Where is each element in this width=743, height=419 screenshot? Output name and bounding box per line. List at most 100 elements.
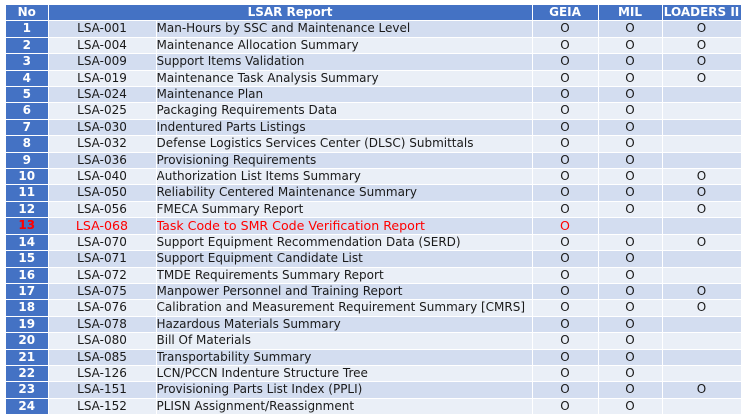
- table-body: 1 LSA-001 Man-Hours by SSC and Maintenance…: [6, 20, 742, 416]
- row-number: 4: [6, 70, 49, 88]
- row-number: 17: [6, 283, 49, 301]
- loaders-ii-mark: [662, 102, 742, 120]
- report-title: TMDE Requirements Summary Report: [156, 267, 533, 284]
- mil-mark: [598, 217, 663, 235]
- mil-mark: O: [598, 151, 663, 170]
- table-row: 10 LSA-040 Authorization List Items Summar…: [6, 168, 742, 186]
- report-title: Calibration and Measurement Requirement …: [156, 299, 533, 317]
- table-row: 20 LSA-080 Bill Of Materials O O: [6, 332, 742, 350]
- loaders-ii-mark: O: [662, 283, 742, 301]
- loaders-ii-mark: O: [662, 234, 742, 252]
- loaders-ii-mark: O: [662, 299, 742, 317]
- mil-mark: O: [598, 37, 663, 55]
- row-number: 3: [6, 53, 49, 71]
- loaders-ii-mark: [662, 316, 742, 334]
- mil-mark: O: [598, 102, 663, 120]
- header-geia: GEIA: [532, 5, 599, 22]
- report-code: LSA-019: [48, 70, 157, 88]
- loaders-ii-mark: O: [662, 381, 742, 399]
- report-code: LSA-070: [48, 234, 157, 252]
- row-number: 9: [6, 151, 49, 170]
- mil-mark: O: [598, 365, 663, 383]
- loaders-ii-mark: O: [662, 37, 742, 55]
- header-lsar-report: LSAR Report: [48, 5, 533, 22]
- report-code: LSA-072: [48, 267, 157, 284]
- report-code: LSA-004: [48, 37, 157, 55]
- mil-mark: O: [598, 119, 663, 137]
- report-code: LSA-080: [48, 332, 157, 350]
- loaders-ii-mark: [662, 267, 742, 284]
- mil-mark: O: [598, 316, 663, 334]
- table-row: 15 LSA-071 Support Equipment Candidate Lis…: [6, 250, 742, 268]
- geia-mark: O: [532, 151, 599, 170]
- report-code: LSA-036: [48, 151, 157, 170]
- row-number: 23: [6, 381, 49, 399]
- geia-mark: O: [532, 70, 599, 88]
- report-code: LSA-151: [48, 381, 157, 399]
- report-code: LSA-071: [48, 250, 157, 268]
- row-number: 5: [6, 86, 49, 104]
- report-code: LSA-085: [48, 349, 157, 366]
- report-code: LSA-056: [48, 201, 157, 219]
- report-title: Maintenance Plan: [156, 86, 533, 104]
- geia-mark: O: [532, 365, 599, 383]
- row-number: 6: [6, 102, 49, 120]
- row-number: 19: [6, 316, 49, 334]
- report-title: Authorization List Items Summary: [156, 168, 533, 186]
- mil-mark: O: [598, 234, 663, 252]
- geia-mark: O: [532, 20, 599, 38]
- row-number: 16: [6, 267, 49, 284]
- table-row: 21 LSA-085 Transportability Summary O O: [6, 349, 742, 366]
- loaders-ii-mark: [662, 217, 742, 235]
- row-number: 22: [6, 365, 49, 383]
- mil-mark: O: [598, 332, 663, 350]
- geia-mark: O: [532, 349, 599, 366]
- mil-mark: O: [598, 53, 663, 71]
- table-row: 4 LSA-019 Maintenance Task Analysis Summar…: [6, 70, 742, 88]
- report-title: Packaging Requirements Data: [156, 102, 533, 120]
- row-number: 8: [6, 135, 49, 153]
- report-title: Support Equipment Recommendation Data (S…: [156, 234, 533, 252]
- report-code: LSA-068: [48, 217, 157, 235]
- geia-mark: O: [532, 37, 599, 55]
- mil-mark: O: [598, 250, 663, 268]
- report-code: LSA-078: [48, 316, 157, 334]
- report-code: LSA-001: [48, 20, 157, 38]
- report-title: Hazardous Materials Summary: [156, 316, 533, 334]
- mil-mark: O: [598, 283, 663, 301]
- report-title: Maintenance Allocation Summary: [156, 37, 533, 55]
- geia-mark: O: [532, 234, 599, 252]
- report-code: LSA-126: [48, 365, 157, 383]
- table-row: 14 LSA-070 Support Equipment Recommendatio…: [6, 234, 742, 252]
- mil-mark: O: [598, 86, 663, 104]
- geia-mark: O: [532, 86, 599, 104]
- report-title: Indentured Parts Listings: [156, 119, 533, 137]
- report-code: LSA-024: [48, 86, 157, 104]
- report-code: LSA-040: [48, 168, 157, 186]
- geia-mark: O: [532, 283, 599, 301]
- loaders-ii-mark: O: [662, 184, 742, 202]
- report-title: Provisioning Parts List Index (PPLI): [156, 381, 533, 399]
- geia-mark: O: [532, 135, 599, 153]
- geia-mark: O: [532, 217, 599, 235]
- loaders-ii-mark: [662, 119, 742, 137]
- table-row: 8 LSA-032 Defense Logistics Services Cente…: [6, 135, 742, 153]
- report-title: Bill Of Materials: [156, 332, 533, 350]
- report-code: LSA-030: [48, 119, 157, 137]
- geia-mark: O: [532, 53, 599, 71]
- mil-mark: O: [598, 201, 663, 219]
- geia-mark: O: [532, 267, 599, 284]
- geia-mark: O: [532, 299, 599, 317]
- report-title: Task Code to SMR Code Verification Repor…: [156, 217, 533, 235]
- loaders-ii-mark: O: [662, 201, 742, 219]
- report-code: LSA-025: [48, 102, 157, 120]
- geia-mark: O: [532, 250, 599, 268]
- loaders-ii-mark: [662, 135, 742, 153]
- report-title: Reliability Centered Maintenance Summary: [156, 184, 533, 202]
- report-title: FMECA Summary Report: [156, 201, 533, 219]
- mil-mark: O: [598, 349, 663, 366]
- report-title: Manpower Personnel and Training Report: [156, 283, 533, 301]
- loaders-ii-mark: [662, 349, 742, 366]
- table-row: 13 LSA-068 Task Code to SMR Code Verificat…: [6, 217, 742, 235]
